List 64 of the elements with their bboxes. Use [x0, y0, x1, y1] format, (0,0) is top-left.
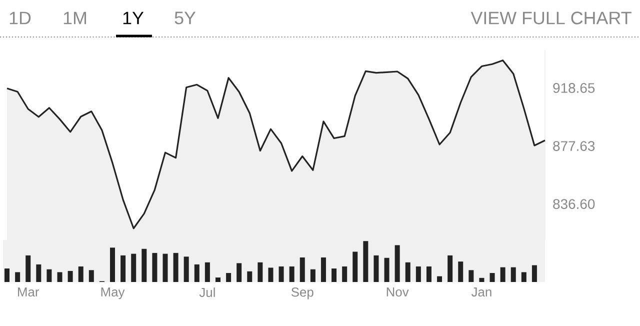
- bar: [152, 252, 158, 282]
- bar: [57, 272, 62, 282]
- bar: [110, 248, 116, 282]
- bar: [173, 252, 178, 282]
- bar: [88, 270, 94, 282]
- bar: [479, 278, 484, 282]
- bar: [363, 241, 368, 282]
- bar: [532, 265, 537, 282]
- bar: [405, 262, 410, 282]
- text: 1D: [10, 12, 31, 24]
- bar: [120, 255, 126, 282]
- bar: [258, 262, 263, 282]
- y-tick-label: 877.63: [553, 141, 595, 151]
- bar: [384, 258, 390, 282]
- bar: [310, 269, 316, 282]
- bar: [162, 254, 168, 282]
- x-tick-label: Mar: [18, 288, 40, 297]
- bar: [236, 263, 242, 282]
- bar: [46, 269, 52, 282]
- bar: [215, 278, 220, 282]
- bar: [332, 268, 337, 282]
- bar: [204, 262, 210, 282]
- x-tick-label: Jul: [199, 288, 215, 298]
- bar: [416, 266, 421, 282]
- bar: [374, 255, 379, 282]
- bar: [278, 266, 284, 282]
- bar: [468, 270, 474, 282]
- x-tick-label: Sep: [291, 288, 314, 300]
- bar: [142, 248, 147, 282]
- bar: [268, 268, 274, 282]
- bar: [194, 264, 200, 282]
- bar: [26, 255, 31, 282]
- bar: [68, 270, 73, 282]
- bar: [352, 252, 358, 282]
- bar: [4, 268, 10, 282]
- text: 1Y: [123, 12, 144, 24]
- x-tick-label: May: [101, 288, 125, 300]
- bar: [426, 266, 432, 282]
- bar: [448, 255, 453, 282]
- bar: [500, 267, 506, 282]
- y-tick-label: 918.65: [553, 83, 595, 93]
- bar: [226, 273, 232, 282]
- bar: [394, 245, 400, 282]
- bar: [510, 267, 516, 282]
- text: 1M: [64, 12, 86, 24]
- bar: [342, 266, 348, 282]
- bar: [521, 272, 526, 282]
- bar: [458, 262, 464, 282]
- bar: [15, 272, 20, 282]
- text: VIEW FULL CHART: [470, 12, 632, 24]
- bar: [490, 273, 495, 282]
- bar: [320, 257, 326, 282]
- bar: [78, 266, 84, 282]
- text: 5Y: [174, 12, 196, 24]
- bar: [437, 276, 442, 282]
- x-tick-label: Nov: [386, 288, 409, 297]
- bar: [36, 264, 42, 282]
- y-tick-label: 836.60: [553, 199, 595, 210]
- bar: [184, 256, 189, 282]
- bar: [247, 271, 252, 282]
- x-tick-label: Jan: [471, 288, 492, 297]
- bar: [300, 257, 305, 282]
- bar: [289, 266, 294, 282]
- bar: [131, 254, 136, 282]
